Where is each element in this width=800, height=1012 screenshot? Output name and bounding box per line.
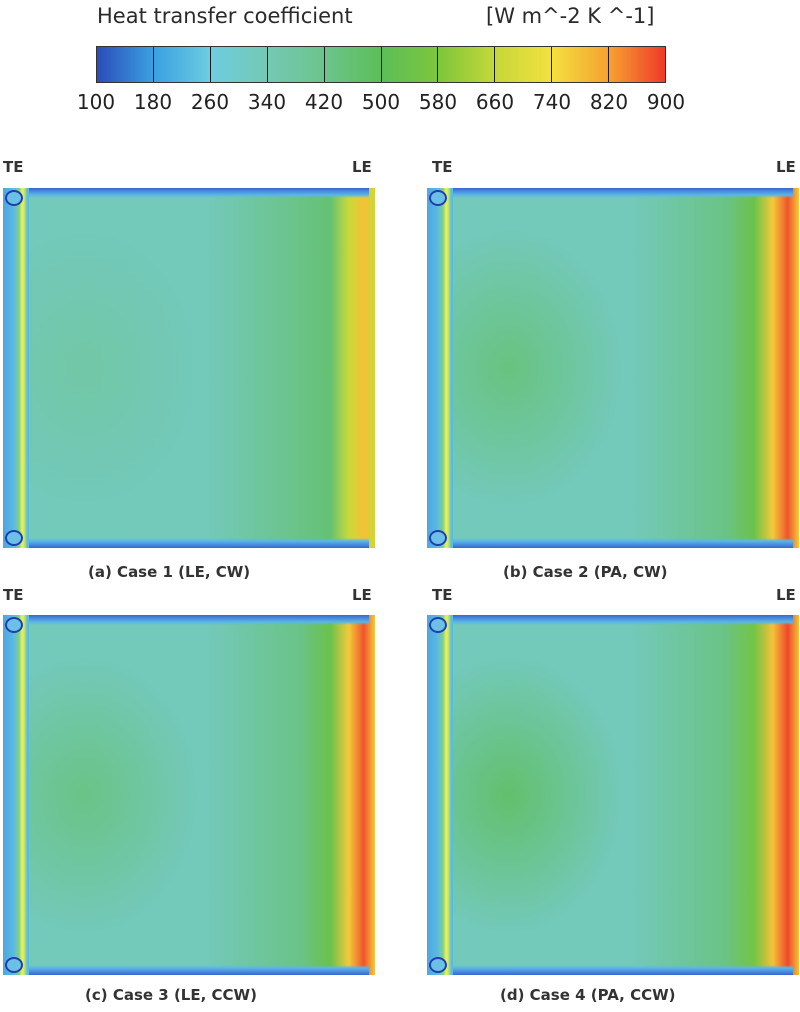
panel-caption: (c) Case 3 (LE, CCW) <box>85 986 257 1004</box>
top-wall-band <box>17 615 369 625</box>
bottom-wall-band <box>441 965 793 975</box>
colorbar-tick-label: 900 <box>646 90 686 114</box>
te-label: TE <box>3 158 24 176</box>
heatmap-panel <box>427 188 799 548</box>
panel-caption: (d) Case 4 (PA, CCW) <box>500 986 676 1004</box>
trailing-edge-strip <box>427 188 453 548</box>
corner-vortex-top <box>429 190 447 206</box>
bottom-wall-band <box>17 538 369 548</box>
corner-vortex-top <box>5 190 23 206</box>
colorbar-segment <box>324 47 382 82</box>
corner-vortex-bottom <box>429 530 447 546</box>
heatmap-field <box>427 188 799 548</box>
le-label: LE <box>352 586 372 604</box>
te-label: TE <box>432 586 453 604</box>
colorbar-segment <box>495 47 553 82</box>
trailing-edge-strip <box>3 188 29 548</box>
colorbar-segment <box>438 47 496 82</box>
top-wall-band <box>441 615 793 625</box>
corner-vortex-bottom <box>5 530 23 546</box>
heatmap-panel <box>3 188 375 548</box>
top-wall-band <box>17 188 369 198</box>
panel-caption: (b) Case 2 (PA, CW) <box>503 563 668 581</box>
colorbar-tick-label: 740 <box>532 90 572 114</box>
te-label: TE <box>3 586 24 604</box>
heatmap-field <box>3 188 375 548</box>
corner-vortex-top <box>429 617 447 633</box>
le-label: LE <box>776 158 796 176</box>
heatmap-panel <box>427 615 799 975</box>
colorbar-segment <box>552 47 610 82</box>
colorbar-segment <box>609 47 666 82</box>
colorbar-title: Heat transfer coefficient <box>97 4 353 28</box>
colorbar-segment <box>97 47 154 82</box>
heatmap-panel <box>3 615 375 975</box>
colorbar-tick-label: 260 <box>190 90 230 114</box>
colorbar-tick-label: 580 <box>418 90 458 114</box>
colorbar <box>96 46 666 83</box>
colorbar-segment <box>153 47 211 82</box>
colorbar-tick-label: 100 <box>76 90 116 114</box>
top-wall-band <box>441 188 793 198</box>
colorbar-tick-label: 660 <box>475 90 515 114</box>
trailing-edge-strip <box>427 615 453 975</box>
colorbar-segment <box>267 47 325 82</box>
bottom-wall-band <box>441 538 793 548</box>
le-label: LE <box>352 158 372 176</box>
corner-vortex-top <box>5 617 23 633</box>
heatmap-field <box>3 615 375 975</box>
te-label: TE <box>432 158 453 176</box>
heatmap-field <box>427 615 799 975</box>
colorbar-segment <box>210 47 268 82</box>
colorbar-ticks: 100 180 260 340 420 500 580 660 740 820 900 <box>0 90 800 120</box>
colorbar-tick-label: 180 <box>133 90 173 114</box>
trailing-edge-strip <box>3 615 29 975</box>
bottom-wall-band <box>17 965 369 975</box>
colorbar-tick-label: 500 <box>361 90 401 114</box>
colorbar-tick-label: 820 <box>589 90 629 114</box>
colorbar-units: [W m^-2 K ^-1] <box>486 4 655 28</box>
corner-vortex-bottom <box>429 957 447 973</box>
le-label: LE <box>776 586 796 604</box>
colorbar-tick-label: 340 <box>247 90 287 114</box>
panel-caption: (a) Case 1 (LE, CW) <box>88 563 251 581</box>
colorbar-tick-label: 420 <box>304 90 344 114</box>
colorbar-segment <box>381 47 439 82</box>
corner-vortex-bottom <box>5 957 23 973</box>
